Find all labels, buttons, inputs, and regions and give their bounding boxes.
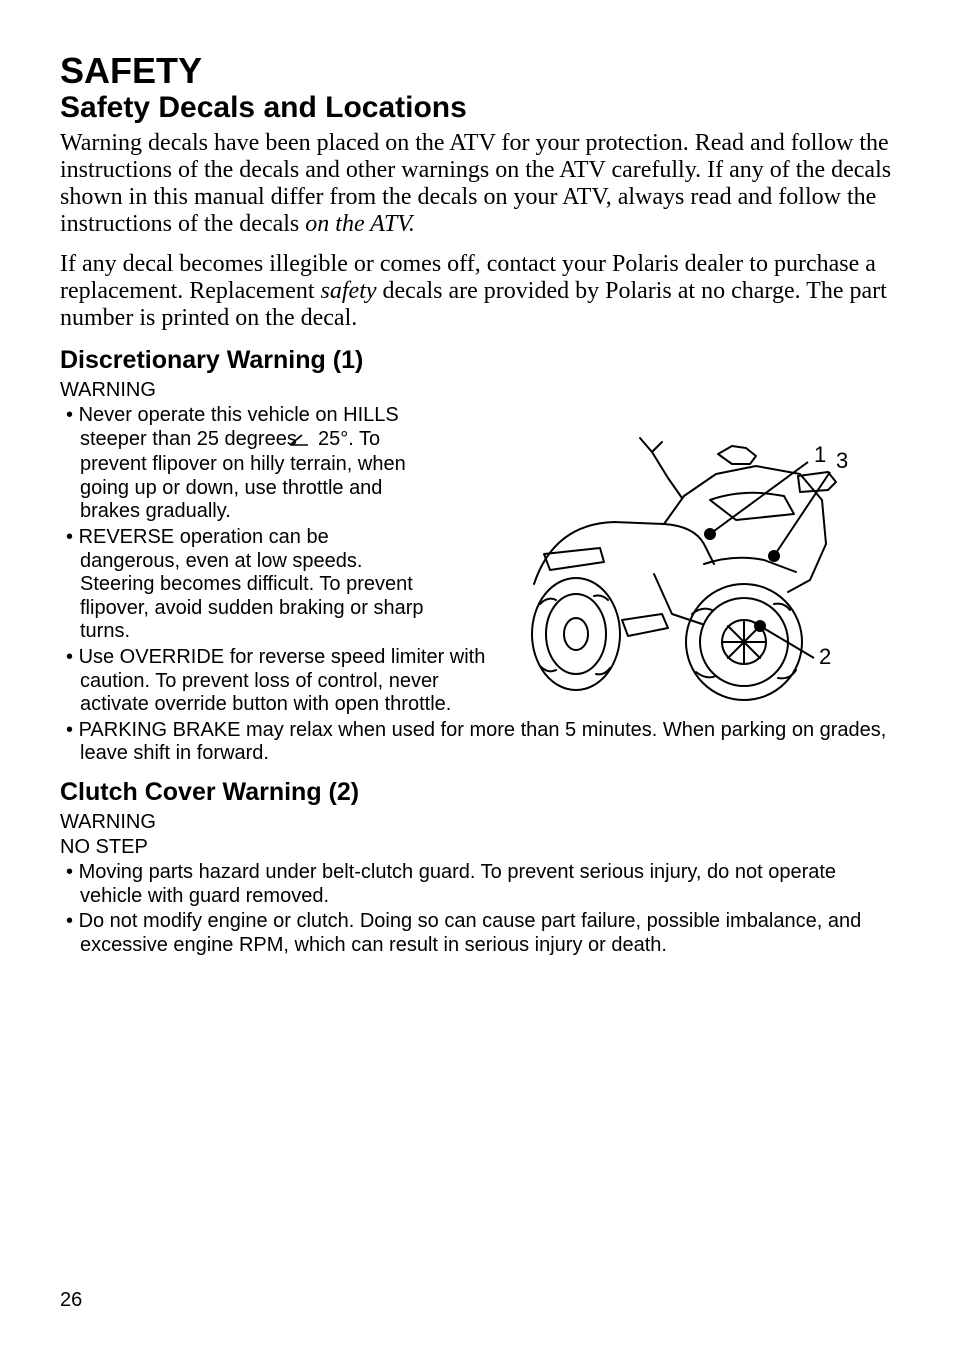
intro-paragraph-1: Warning decals have been placed on the A… (60, 130, 894, 238)
bullet-1-2: REVERSE operation can be dangerous, even… (60, 526, 430, 644)
page: SAFETY Safety Decals and Locations Warni… (0, 0, 954, 1352)
bullet-1-1: Never operate this vehicle on HILLS stee… (60, 404, 430, 524)
bullet-1-4: PARKING BRAKE may relax when used for mo… (60, 719, 894, 766)
warning-label-1: WARNING (60, 379, 894, 402)
callout-1: 1 (814, 442, 826, 467)
heading-clutch-cover-warning: Clutch Cover Warning (2) (60, 778, 894, 807)
no-step-label: NO STEP (60, 836, 894, 859)
bullet-2-1: Moving parts hazard under belt-clutch gu… (60, 861, 894, 908)
warning-label-2: WARNING (60, 811, 894, 834)
section-2-bullets: Moving parts hazard under belt-clutch gu… (60, 861, 894, 957)
section-1-body: 1 3 2 Never operate this vehicle on HILL… (60, 404, 894, 772)
atv-diagram: 1 3 2 (504, 404, 894, 714)
intro-2-italic: safety (321, 278, 377, 304)
callout-3: 3 (836, 448, 848, 473)
heading-safety: SAFETY (60, 50, 894, 91)
heading-discretionary-warning: Discretionary Warning (1) (60, 346, 894, 375)
bullet-2-2: Do not modify engine or clutch. Doing so… (60, 910, 894, 957)
callout-2: 2 (819, 644, 831, 669)
atv-svg: 1 3 2 (504, 404, 894, 714)
intro-1-italic: on the ATV. (305, 211, 415, 237)
page-number: 26 (60, 1289, 82, 1312)
intro-paragraph-2: If any decal becomes illegible or comes … (60, 251, 894, 332)
angle-icon (302, 430, 310, 454)
intro-1-text: Warning decals have been placed on the A… (60, 130, 891, 237)
heading-safety-decals: Safety Decals and Locations (60, 91, 894, 126)
